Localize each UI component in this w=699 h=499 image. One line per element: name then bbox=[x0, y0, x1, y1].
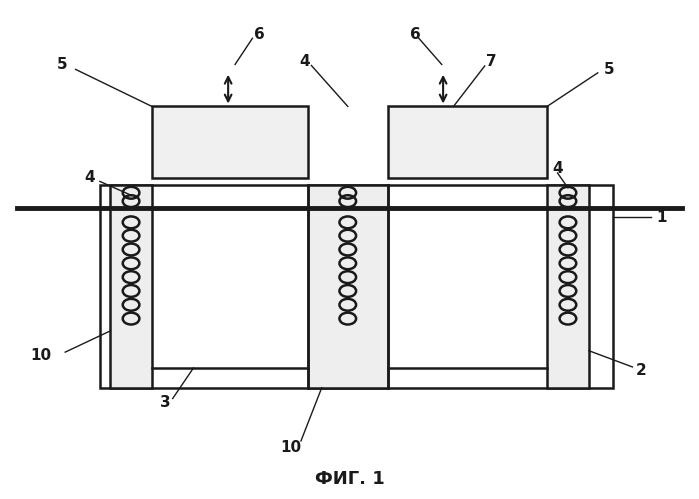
Text: 4: 4 bbox=[552, 161, 563, 176]
Text: ФИГ. 1: ФИГ. 1 bbox=[315, 470, 384, 488]
Text: 1: 1 bbox=[656, 210, 667, 225]
Text: 5: 5 bbox=[57, 57, 67, 72]
Text: 4: 4 bbox=[84, 171, 95, 186]
Text: 6: 6 bbox=[410, 27, 421, 42]
Text: 5: 5 bbox=[604, 62, 615, 77]
Text: 4: 4 bbox=[299, 54, 310, 69]
Bar bbox=[547, 185, 589, 388]
Text: 10: 10 bbox=[280, 440, 301, 456]
Text: 10: 10 bbox=[30, 348, 52, 363]
Bar bbox=[388, 106, 547, 178]
Bar bbox=[152, 106, 308, 178]
Text: 3: 3 bbox=[161, 395, 171, 410]
Text: 7: 7 bbox=[487, 53, 497, 68]
Bar bbox=[110, 185, 152, 388]
Text: 2: 2 bbox=[635, 363, 646, 378]
Bar bbox=[308, 185, 388, 388]
Bar bbox=[100, 185, 613, 388]
Text: 6: 6 bbox=[254, 27, 265, 42]
